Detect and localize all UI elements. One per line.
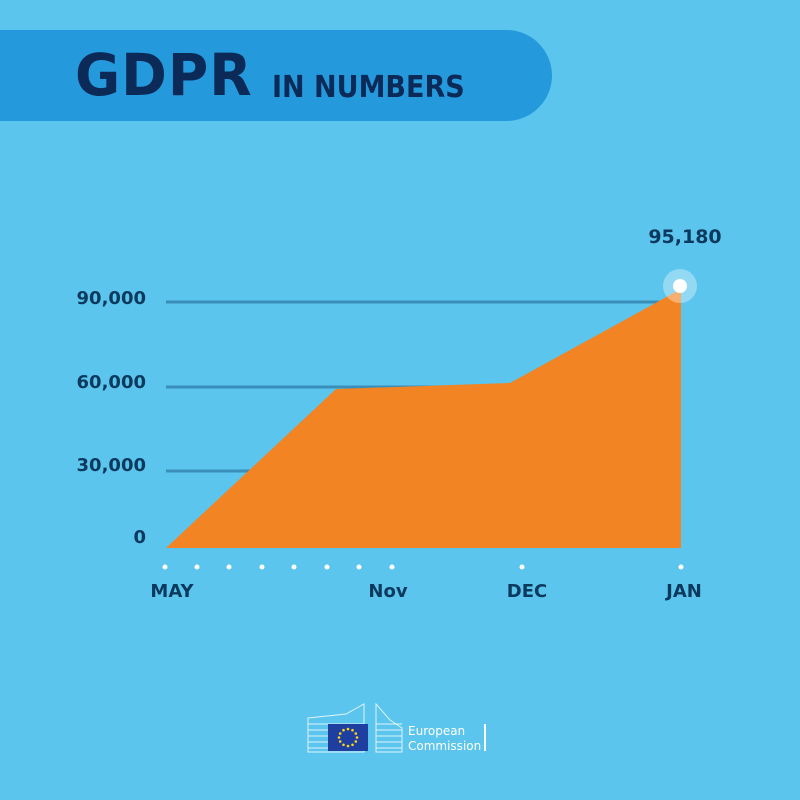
title-banner <box>0 30 552 121</box>
x-label-dec: DEC <box>506 581 548 602</box>
page-subtitle: IN NUMBERS <box>272 70 465 105</box>
peak-marker <box>673 279 687 293</box>
page-title: GDPR <box>75 41 253 109</box>
european-commission-text: European Commission <box>408 724 482 753</box>
y-tick-60000: 60,000 <box>76 372 146 393</box>
y-tick-90000: 90,000 <box>76 288 146 309</box>
y-tick-30000: 30,000 <box>76 455 146 476</box>
peak-value-label: 95,180 <box>648 226 722 248</box>
x-label-may: MAY <box>150 581 194 602</box>
x-axis-dots <box>162 564 684 570</box>
x-label-nov: Nov <box>368 581 408 602</box>
x-label-jan: JAN <box>666 581 702 602</box>
area-series <box>166 289 681 548</box>
y-tick-0: 0 <box>133 527 146 548</box>
eu-flag-icon <box>328 724 368 751</box>
logo-divider <box>484 724 486 751</box>
european-commission-logo <box>307 702 403 753</box>
